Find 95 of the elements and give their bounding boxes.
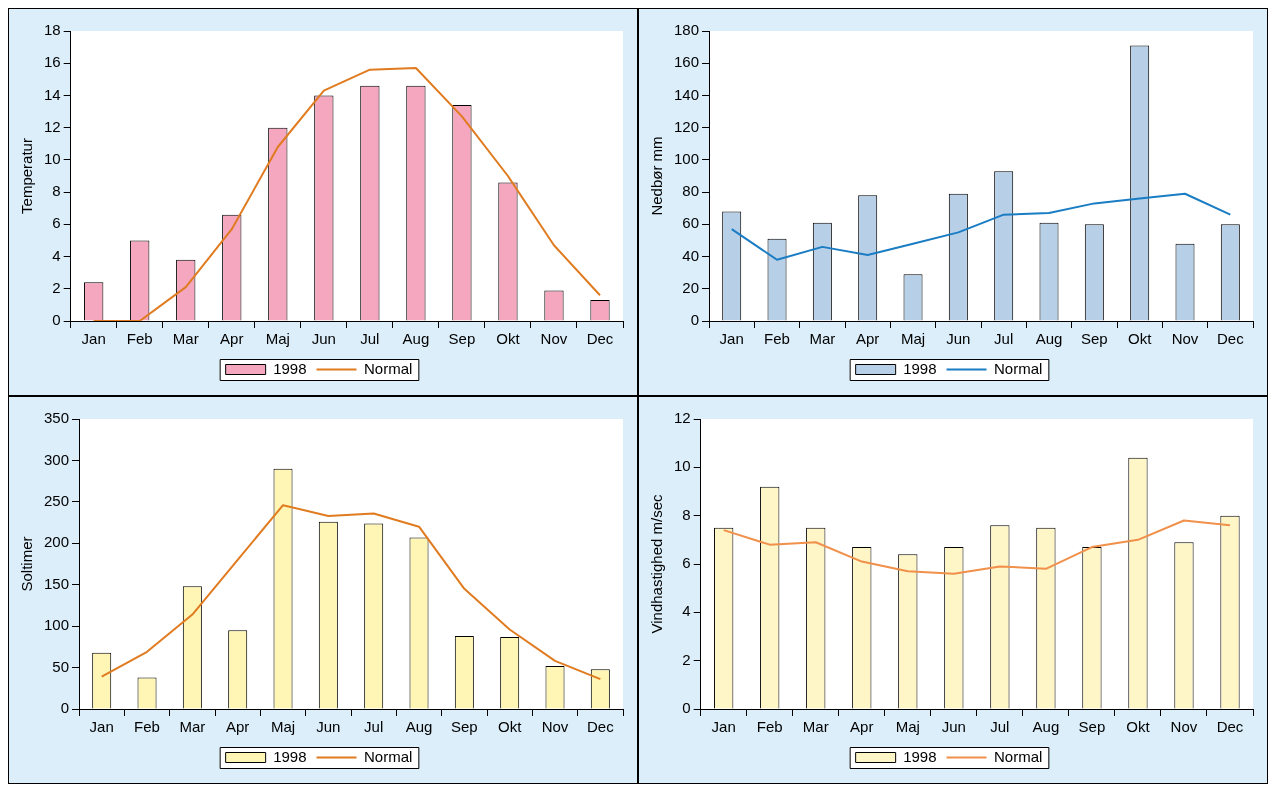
y-tick-label: 8 <box>52 182 61 200</box>
x-tick-label: Aug <box>402 330 430 348</box>
x-tick-label: Apr <box>226 718 250 736</box>
x-tick-label: Mar <box>172 330 199 348</box>
y-tick-label: 2 <box>682 650 691 668</box>
y-tick-label: 180 <box>674 21 700 39</box>
y-tick-label: 160 <box>674 53 700 71</box>
x-tick-label: Jun <box>941 718 966 736</box>
x-tick-label: Apr <box>220 330 244 348</box>
x-tick-label: Feb <box>764 330 790 348</box>
x-tick-label: Jul <box>990 718 1010 736</box>
y-tick-label: 0 <box>682 699 691 717</box>
y-tick-label: 0 <box>52 311 61 329</box>
x-tick-label: Nov <box>1170 718 1198 736</box>
x-tick-label: Apr <box>856 330 880 348</box>
y-tick-label: 10 <box>44 150 61 168</box>
y-tick-label: 0 <box>60 699 70 717</box>
y-tick-label: 150 <box>44 574 70 592</box>
y-tick-label: 4 <box>682 602 691 620</box>
y-tick-label: 20 <box>682 278 700 296</box>
y-tick-label: 6 <box>52 214 61 232</box>
y-tick-label: 250 <box>44 492 70 509</box>
x-tick-label: Dec <box>586 330 614 348</box>
x-tick-label: Okt <box>496 330 521 348</box>
legend-label: 1998 <box>903 747 937 765</box>
y-tick-label: 4 <box>52 246 61 264</box>
x-tick-label: Okt <box>1126 718 1151 736</box>
x-tick-label: Feb <box>126 330 153 348</box>
legend-label: 1998 <box>903 359 937 377</box>
y-tick-label: 40 <box>682 246 700 264</box>
y-tick-label: 100 <box>674 150 700 168</box>
y-tick-label: 2 <box>52 278 61 296</box>
legend-label: 1998 <box>273 747 307 765</box>
y-tick-label: 350 <box>44 409 70 427</box>
y-tick-label: 6 <box>682 554 691 572</box>
y-tick-label: 140 <box>674 85 700 103</box>
y-axis-title: Vindhastighed m/sec <box>648 494 666 634</box>
x-tick-label: Sep <box>450 718 478 736</box>
y-tick-label: 18 <box>44 21 61 39</box>
y-axis-title: Temperatur <box>18 138 36 214</box>
x-tick-label: Nov <box>540 330 568 348</box>
x-tick-label: Sep <box>1080 330 1108 348</box>
y-tick-label: 50 <box>52 657 70 675</box>
x-tick-label: Maj <box>900 330 926 348</box>
x-tick-label: Jun <box>946 330 971 348</box>
y-tick-label: 12 <box>674 409 691 427</box>
y-tick-label: 120 <box>674 117 700 135</box>
x-tick-label: Dec <box>586 718 615 736</box>
x-tick-label: Okt <box>498 718 523 736</box>
x-tick-label: Jan <box>719 330 744 348</box>
x-tick-label: Aug <box>405 718 433 736</box>
x-tick-label: Mar <box>802 718 829 736</box>
y-tick-label: 300 <box>44 450 70 468</box>
y-axis-title: Nedbør mm <box>648 136 666 216</box>
y-tick-label: 10 <box>674 457 691 475</box>
x-tick-label: Sep <box>1078 718 1106 736</box>
x-tick-label: Jul <box>994 330 1014 348</box>
x-tick-label: Maj <box>895 718 920 736</box>
y-tick-label: 12 <box>44 117 61 135</box>
x-tick-label: Jul <box>364 718 384 736</box>
x-tick-label: Jan <box>81 330 106 348</box>
y-tick-label: 60 <box>682 214 700 232</box>
x-tick-label: Jun <box>311 330 336 348</box>
x-tick-label: Apr <box>850 718 874 736</box>
y-tick-label: 14 <box>44 85 61 103</box>
x-tick-label: Dec <box>1216 718 1244 736</box>
legend-label: Normal <box>994 747 1043 765</box>
legend-label: Normal <box>364 359 413 377</box>
x-tick-label: Aug <box>1035 330 1063 348</box>
legend-label: Normal <box>364 747 413 765</box>
x-tick-label: Jun <box>316 718 341 736</box>
x-tick-label: Feb <box>756 718 783 736</box>
x-tick-label: Jan <box>711 718 736 736</box>
legend-label: Normal <box>994 359 1043 377</box>
x-tick-label: Jan <box>89 718 114 736</box>
y-tick-label: 16 <box>44 53 61 71</box>
x-tick-label: Nov <box>541 718 569 736</box>
y-tick-label: 100 <box>44 616 70 634</box>
x-tick-label: Maj <box>270 718 296 736</box>
x-tick-label: Feb <box>134 718 160 736</box>
x-tick-label: Maj <box>265 330 290 348</box>
x-tick-label: Okt <box>1128 330 1153 348</box>
y-tick-label: 0 <box>690 311 700 329</box>
x-tick-label: Mar <box>179 718 206 736</box>
y-tick-label: 8 <box>682 505 691 523</box>
x-tick-label: Mar <box>809 330 836 348</box>
y-axis-title: Soltimer <box>18 536 36 592</box>
x-tick-label: Jul <box>360 330 380 348</box>
y-tick-label: 80 <box>682 182 700 200</box>
y-tick-label: 200 <box>44 533 70 551</box>
legend-label: 1998 <box>273 359 307 377</box>
x-tick-label: Nov <box>1171 330 1199 348</box>
x-tick-label: Sep <box>448 330 476 348</box>
x-tick-label: Dec <box>1216 330 1245 348</box>
x-tick-label: Aug <box>1032 718 1060 736</box>
